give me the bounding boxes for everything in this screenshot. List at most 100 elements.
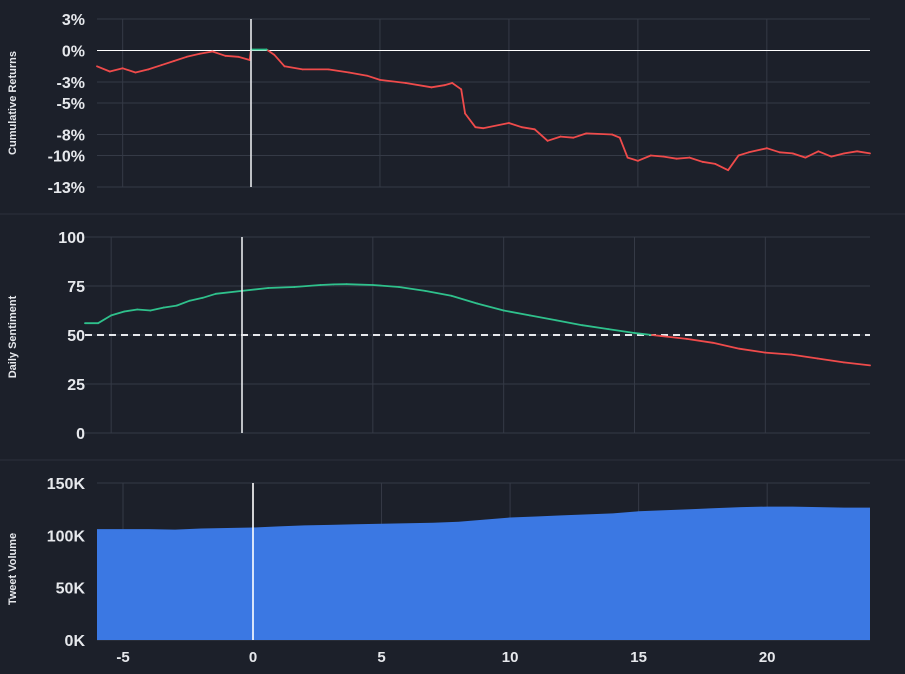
x-axis: -5 0 5 10 15 20 — [116, 649, 775, 666]
series-line-segment — [108, 67, 124, 73]
series-line-segment — [424, 289, 453, 297]
x-tick-label: -5 — [116, 649, 129, 666]
series-line-segment — [371, 284, 400, 288]
series-line-segment — [110, 310, 126, 317]
y-tick-label: -13% — [48, 180, 85, 197]
series-line-segment — [273, 53, 286, 68]
series-line-segment — [123, 308, 139, 313]
series-line-segment — [430, 84, 446, 89]
series-line-segment — [842, 361, 871, 367]
y-axis-label: Cumulative Returns — [7, 51, 19, 155]
x-tick-label: 10 — [502, 649, 519, 666]
series-line-segment — [737, 151, 750, 157]
series-line-segment — [134, 68, 150, 74]
series-line-segment — [214, 289, 243, 295]
sentiment-panel: 100 75 50 25 0 Daily Sentiment — [7, 230, 871, 443]
series-line-segment — [162, 304, 178, 309]
series-line-segment — [843, 150, 858, 155]
series-line-segment — [747, 147, 768, 154]
series-line-segment — [675, 156, 691, 160]
series-line-segment — [96, 65, 111, 73]
y-tick-label: -8% — [57, 128, 85, 145]
x-tick-label: 15 — [630, 649, 647, 666]
series-line-segment — [450, 294, 479, 305]
volume-area — [97, 506, 870, 640]
series-line-segment — [283, 65, 304, 71]
series-line-segment — [267, 286, 296, 289]
series-line-segment — [147, 64, 163, 71]
series-line-segment — [764, 351, 793, 356]
x-tick-label: 0 — [249, 649, 257, 666]
series-line-segment — [765, 147, 781, 154]
series-line-segment — [398, 286, 427, 292]
series-line-segment — [533, 128, 549, 142]
series-line-segment — [804, 150, 820, 159]
series-line-segment — [662, 155, 678, 160]
series-line-segment — [546, 135, 562, 142]
series-line-segment — [293, 284, 322, 288]
series-line-segment — [607, 328, 636, 334]
series-line-segment — [267, 49, 276, 56]
series-line-segment — [727, 154, 740, 172]
series-line-segment — [404, 82, 433, 89]
y-axis-label: Tweet Volume — [7, 533, 19, 605]
series-line-segment — [651, 334, 662, 337]
series-line-segment — [817, 150, 833, 158]
series-line-segment — [464, 112, 477, 129]
series-line-segment — [520, 126, 536, 131]
y-tick-label: 100K — [47, 528, 86, 545]
y-tick-label: -5% — [57, 96, 85, 113]
y-tick-label: -3% — [57, 75, 85, 92]
series-line-segment — [790, 353, 819, 360]
series-line-segment — [714, 162, 729, 172]
series-line-segment — [659, 335, 688, 340]
series-line-segment — [618, 136, 629, 159]
series-line-segment — [637, 154, 652, 162]
series-line-segment — [688, 156, 704, 163]
y-tick-label: 50 — [67, 328, 85, 345]
series-line-segment — [97, 314, 113, 325]
series-line-segment — [502, 309, 531, 317]
series-line-segment — [701, 160, 717, 165]
series-line-segment — [136, 308, 152, 312]
series-line-segment — [241, 287, 270, 292]
series-line-segment — [474, 126, 485, 130]
series-line-segment — [626, 156, 639, 162]
series-line-segment — [149, 306, 165, 312]
y-tick-label: 3% — [62, 12, 85, 29]
series-line-segment — [348, 71, 369, 77]
y-tick-label: 25 — [67, 377, 85, 394]
series-line-segment — [121, 67, 137, 74]
y-tick-label: -10% — [48, 149, 85, 166]
series-line-segment — [198, 50, 214, 55]
series-line-segment — [366, 74, 381, 81]
series-line-segment — [175, 299, 191, 307]
series-line-segment — [160, 60, 175, 67]
series-line-segment — [559, 135, 575, 139]
y-axis-label: Daily Sentiment — [7, 295, 19, 378]
series-line-segment — [211, 50, 227, 57]
x-tick-label: 5 — [377, 649, 385, 666]
series-line-segment — [685, 337, 714, 344]
series-line-segment — [738, 347, 767, 354]
series-line-segment — [443, 82, 454, 87]
series-line-segment — [572, 132, 588, 139]
series-line-segment — [649, 154, 665, 158]
series-line-segment — [379, 79, 407, 84]
y-tick-label: 75 — [67, 279, 85, 296]
series-line-segment — [327, 68, 350, 74]
series-line-segment — [555, 319, 584, 327]
y-tick-label: 0K — [65, 633, 86, 650]
y-tick-label: 0 — [76, 426, 85, 443]
y-tick-label: 100 — [58, 230, 85, 247]
series-line-segment — [482, 122, 510, 130]
returns-panel: 3% 0% -3% -5% -8% -10% -13% Cumulative Returns — [7, 12, 871, 197]
series-line-segment — [224, 54, 240, 58]
series-line-segment — [778, 151, 794, 155]
series-line-segment — [460, 88, 467, 115]
volume-panel: 150K 100K 50K 0K Tweet Volume — [7, 476, 870, 650]
series-line-segment — [611, 133, 621, 139]
y-tick-label: 0% — [62, 44, 85, 61]
series-line-segment — [712, 341, 741, 350]
series-line-segment — [319, 283, 335, 286]
